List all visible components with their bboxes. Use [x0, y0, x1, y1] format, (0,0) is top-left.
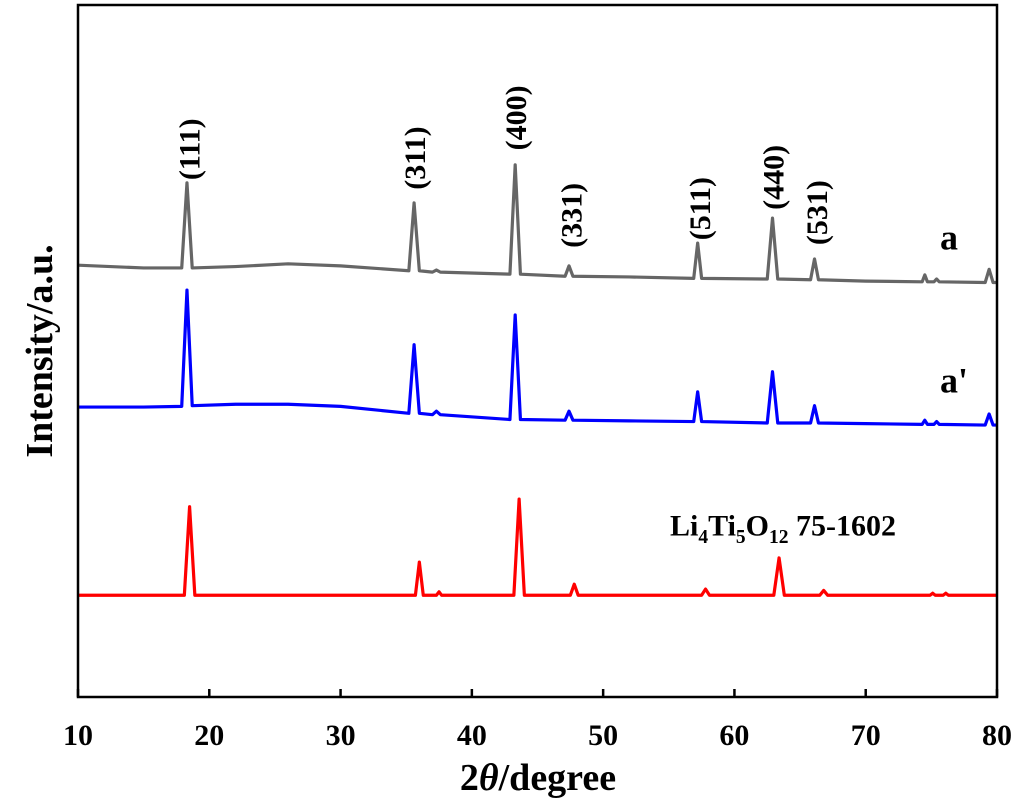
peak-label: (311) — [399, 126, 432, 189]
x-tick-label: 40 — [457, 719, 487, 752]
x-tick-label: 20 — [194, 719, 224, 752]
x-tick-label: 50 — [588, 719, 618, 752]
y-axis-label: Intensity/a.u. — [19, 244, 61, 457]
series-line — [78, 288, 997, 427]
series-label: Li4Ti5O12 75-1602 — [670, 510, 896, 549]
peak-label: (331) — [555, 183, 588, 248]
plot-frame — [76, 3, 999, 699]
series-label: a' — [940, 361, 968, 401]
peak-label: (511) — [684, 177, 717, 240]
series-line — [78, 497, 997, 597]
x-tick-label: 80 — [982, 719, 1012, 752]
x-tick-label: 70 — [851, 719, 881, 752]
x-tick-label: 30 — [326, 719, 356, 752]
x-axis-label: 2θ/degree — [460, 757, 616, 799]
peak-label: (111) — [173, 118, 206, 180]
x-tick-label: 60 — [719, 719, 749, 752]
x-tick-label: 10 — [63, 719, 93, 752]
peak-label: (531) — [801, 180, 834, 245]
peak-label: (400) — [500, 85, 533, 150]
series-line — [77, 163, 997, 285]
series-label: a — [940, 218, 958, 258]
peak-label: (440) — [758, 145, 791, 210]
